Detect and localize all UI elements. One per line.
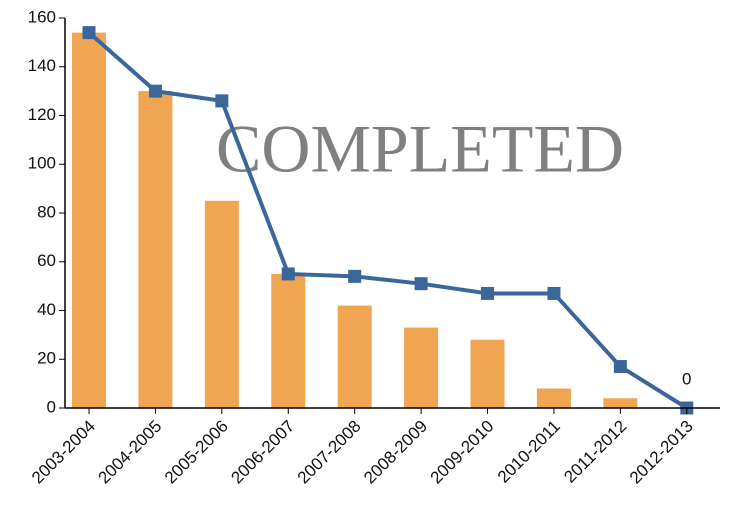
marker [148,84,162,98]
marker [281,267,295,281]
marker [82,26,96,40]
data-label: 0 [682,369,691,388]
x-tick-label: 2011-2012 [560,417,630,487]
x-tick-label: 2003-2004 [28,417,99,488]
y-tick-label: 0 [47,397,56,416]
marker [481,286,495,300]
annotation: COMPLETED [216,111,624,187]
bar [337,305,372,408]
bar [271,273,306,408]
y-tick-label: 160 [28,7,56,26]
line [87,31,688,410]
bar [404,327,439,408]
x-tick-label: 2008-2009 [360,417,431,488]
bar [603,398,638,408]
marker [348,269,362,283]
x-tick-label: 2004-2005 [94,417,165,488]
bar [470,339,505,408]
marker [547,286,561,300]
x-tick-label: 2010-2011 [494,417,564,487]
bar [72,32,107,408]
x-tick-label: 2005-2006 [161,417,232,488]
x-tick-label: 2007-2008 [294,417,365,488]
marker [414,277,428,291]
bar [138,91,173,408]
y-tick-label: 80 [37,202,56,221]
marker [215,94,229,108]
marker [613,360,627,374]
bar [536,388,571,408]
x-tick-label: 2009-2010 [427,417,498,488]
y-tick-label: 60 [37,251,56,270]
y-tick-label: 100 [28,154,56,173]
y-tick-label: 20 [37,349,56,368]
x-tick-label: 2012-2013 [626,417,697,488]
bar [204,200,239,408]
y-tick-label: 140 [28,56,56,75]
y-tick-label: 40 [37,300,56,319]
y-tick-label: 120 [28,105,56,124]
x-tick-label: 2006-2007 [227,417,298,488]
